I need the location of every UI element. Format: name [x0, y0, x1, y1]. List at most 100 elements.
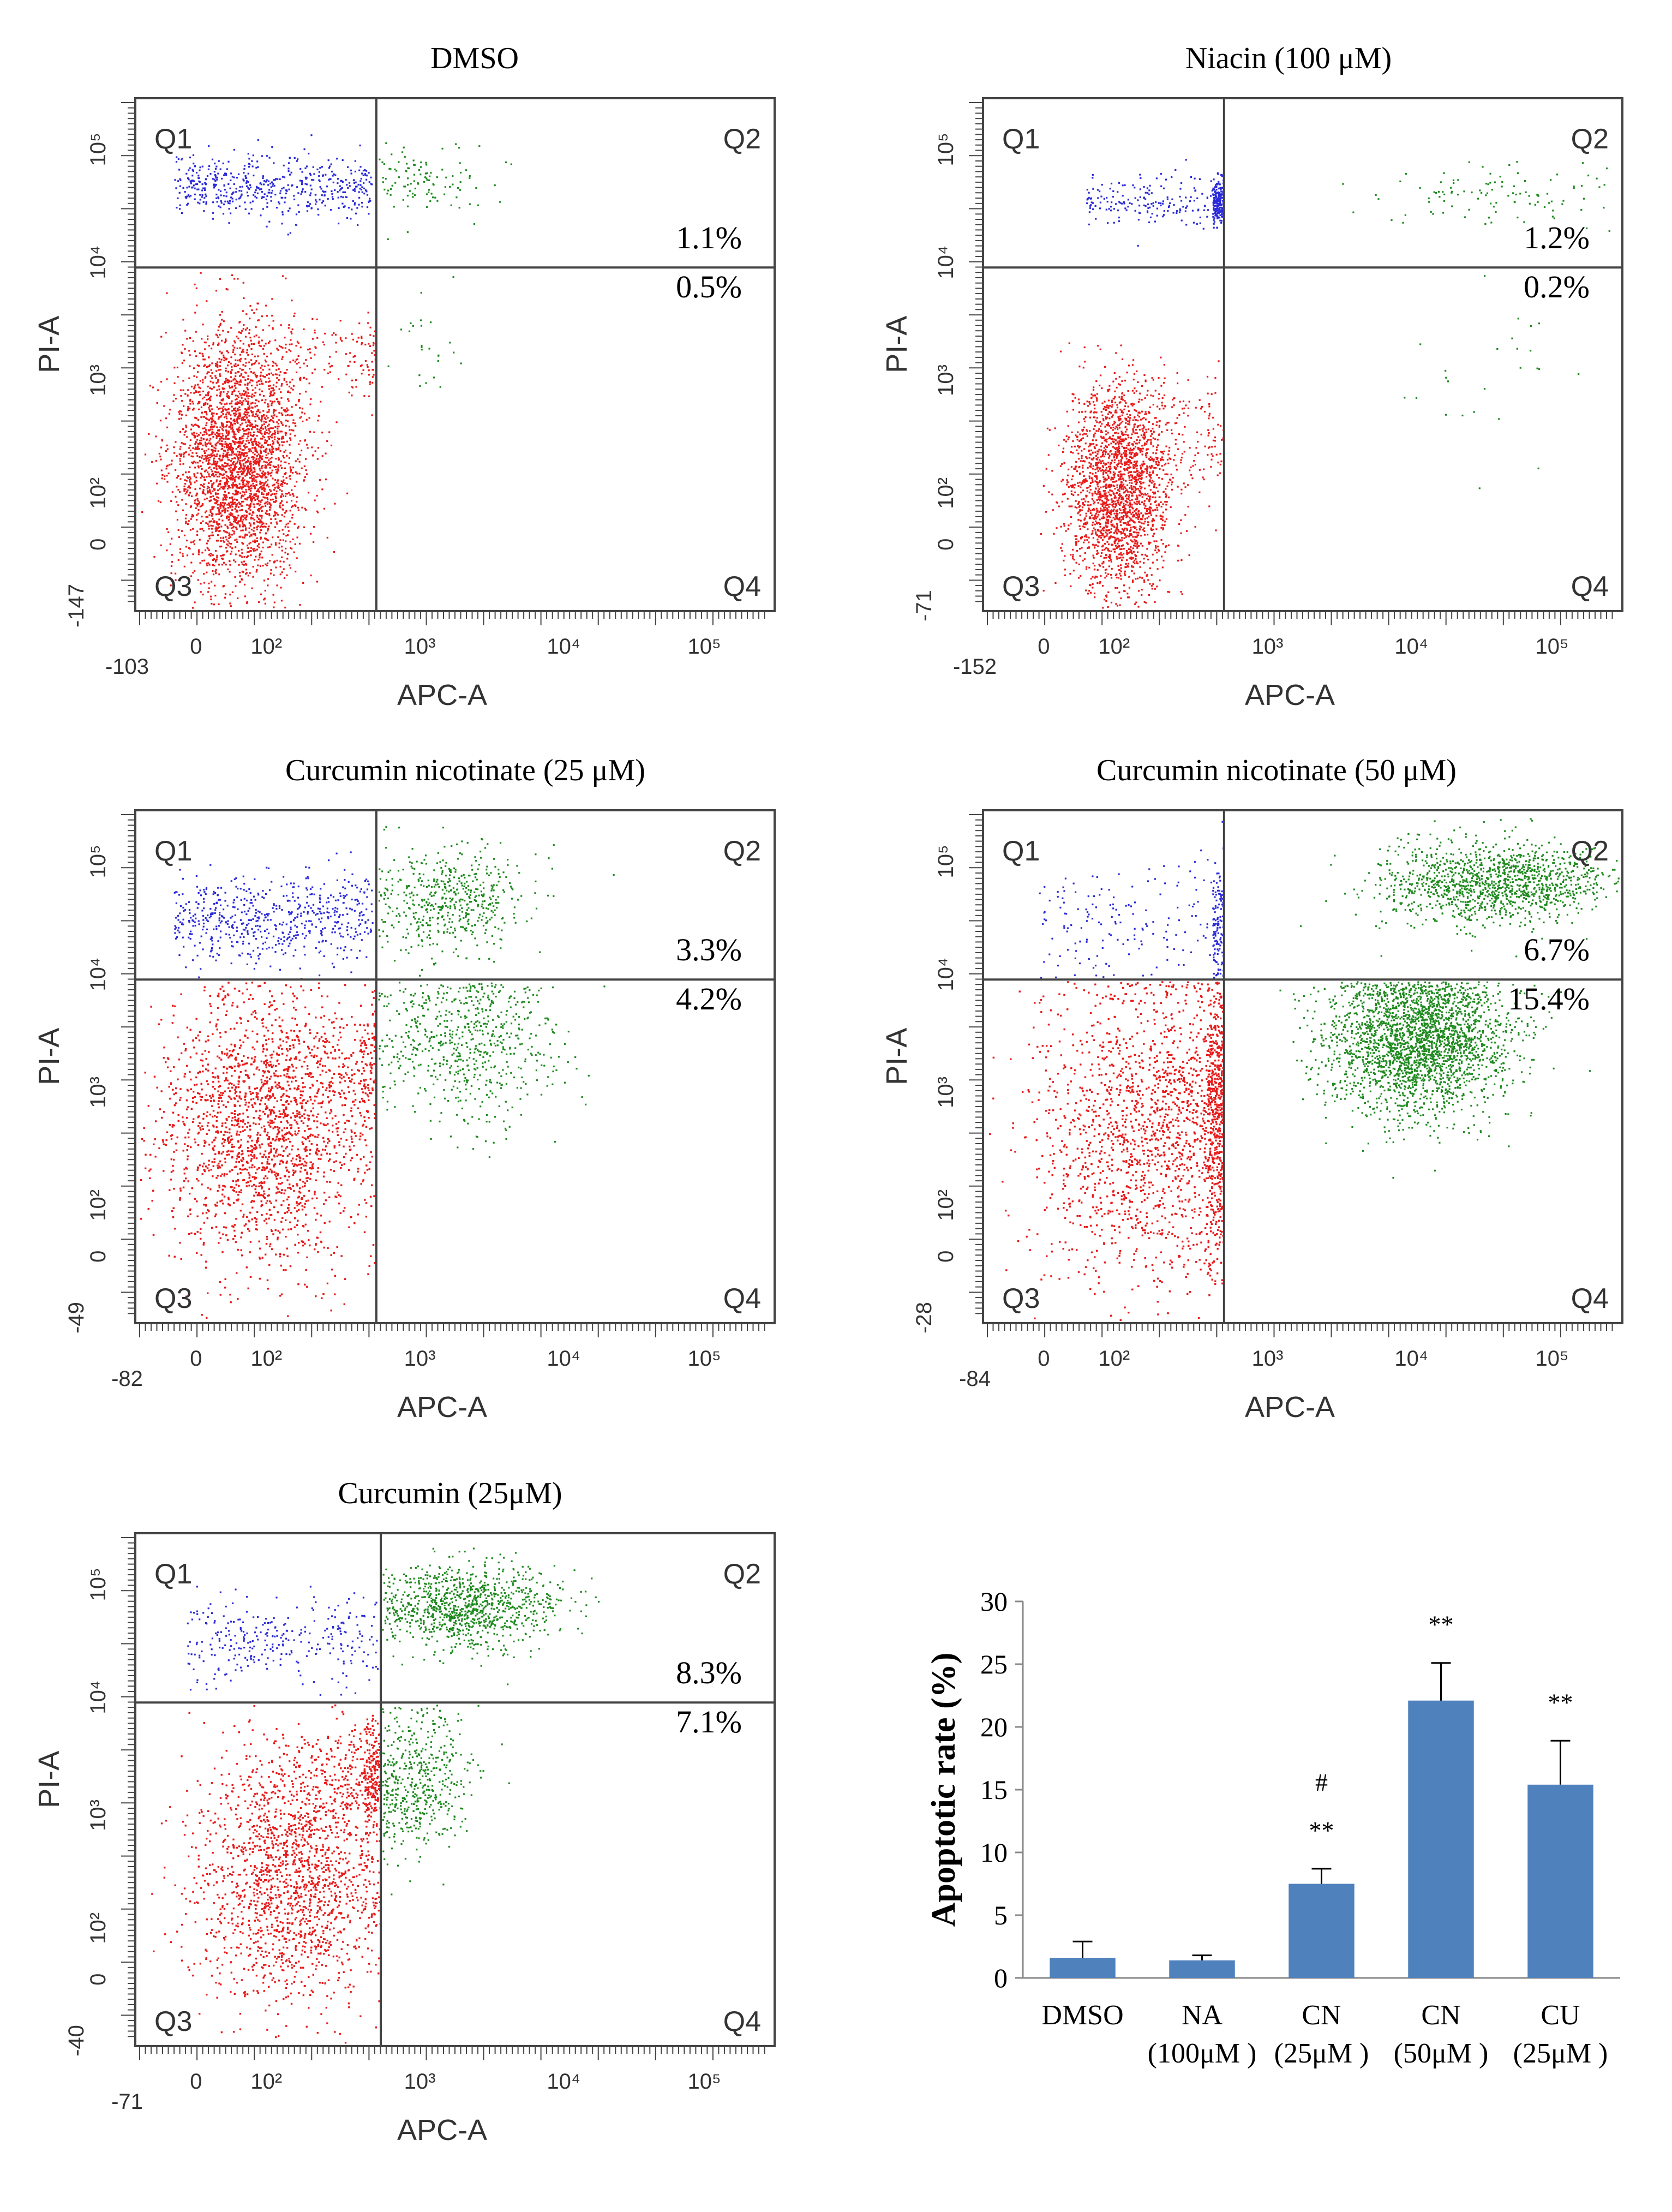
point-q3 [237, 427, 239, 429]
point-q3 [223, 507, 225, 509]
point-q3 [356, 340, 358, 343]
point-q3 [244, 498, 247, 500]
point-q2 [434, 196, 436, 199]
point-q3 [223, 450, 225, 452]
point-q3 [205, 429, 207, 431]
point-q3 [240, 497, 242, 499]
point-q3 [295, 570, 297, 573]
point-q1 [364, 189, 367, 192]
point-q3 [278, 403, 281, 405]
point-q3 [1122, 532, 1124, 534]
point-q3 [242, 418, 244, 420]
point-q3 [1118, 492, 1121, 495]
point-q3 [256, 548, 258, 551]
point-q3 [241, 392, 243, 395]
point-q3 [237, 487, 239, 489]
point-q3 [183, 490, 185, 492]
point-q1 [318, 171, 320, 173]
point-q3 [1149, 503, 1152, 505]
point-q3 [223, 561, 225, 564]
point-q3 [231, 391, 233, 393]
point-q3 [240, 381, 242, 383]
point-q3 [243, 471, 245, 473]
point-q1 [212, 201, 214, 204]
point-q3 [241, 369, 243, 371]
point-q3 [1118, 557, 1120, 559]
point-q3 [184, 393, 187, 395]
point-q3 [334, 503, 336, 505]
point-q3 [242, 543, 244, 545]
point-q1 [249, 184, 251, 186]
point-q3 [275, 458, 277, 460]
point-q3 [1135, 463, 1137, 465]
point-q3 [233, 498, 236, 500]
point-q3 [265, 537, 267, 540]
point-q3 [231, 472, 233, 474]
point-q3 [278, 388, 280, 390]
point-q1 [293, 198, 296, 201]
point-q1 [364, 169, 366, 171]
point-q3 [1132, 467, 1135, 469]
point-q3 [249, 318, 251, 320]
point-q1 [255, 196, 257, 199]
point-q3 [203, 479, 206, 481]
point-q3 [239, 409, 241, 411]
point-q3 [1123, 548, 1125, 550]
point-q3 [256, 381, 258, 384]
point-q3 [261, 433, 263, 435]
point-q3 [265, 457, 267, 459]
point-q3 [1208, 505, 1210, 507]
point-q3 [218, 603, 220, 606]
point-q3 [254, 453, 256, 456]
point-q3 [253, 527, 255, 529]
point-q3 [169, 543, 171, 545]
point-q1 [295, 213, 298, 216]
point-q3 [226, 393, 228, 395]
point-q3 [213, 386, 215, 388]
point-q3 [1117, 577, 1120, 579]
point-q2 [404, 156, 406, 158]
point-q3 [1135, 558, 1137, 560]
point-q1 [350, 172, 352, 175]
point-q3 [1119, 486, 1121, 488]
point-q3 [1094, 491, 1096, 493]
point-q3 [262, 369, 264, 371]
point-q3 [197, 364, 200, 367]
point-q3 [223, 494, 225, 496]
point-q3 [183, 485, 185, 488]
point-q3 [279, 560, 281, 563]
point-q3 [264, 359, 266, 361]
point-q3 [1156, 458, 1158, 461]
point-q3 [237, 278, 239, 280]
point-q1 [226, 168, 228, 170]
point-q3 [244, 595, 246, 597]
point-q3 [239, 554, 242, 557]
point-q3 [1100, 509, 1102, 511]
point-q3 [266, 483, 269, 486]
point-q3 [230, 422, 232, 424]
point-q3 [170, 463, 172, 465]
point-q1 [216, 178, 218, 181]
point-q3 [256, 521, 258, 523]
point-q3 [323, 507, 326, 510]
point-q1 [256, 160, 259, 163]
point-q3 [1111, 401, 1113, 403]
point-q1 [271, 181, 273, 183]
point-q1 [354, 202, 356, 204]
point-q2 [393, 206, 395, 208]
point-q3 [221, 440, 223, 443]
point-q3 [196, 435, 199, 437]
point-q3 [261, 464, 263, 467]
point-q3 [224, 524, 226, 526]
point-q3 [1132, 507, 1134, 510]
point-q3 [219, 488, 221, 490]
point-q3 [223, 452, 225, 455]
point-q3 [186, 436, 188, 438]
point-q3 [196, 492, 198, 494]
point-q3 [212, 420, 214, 422]
point-q3 [1144, 493, 1146, 495]
point-q3 [190, 541, 193, 543]
point-q3 [233, 480, 236, 482]
point-q4 [449, 342, 451, 344]
point-q3 [259, 411, 261, 414]
